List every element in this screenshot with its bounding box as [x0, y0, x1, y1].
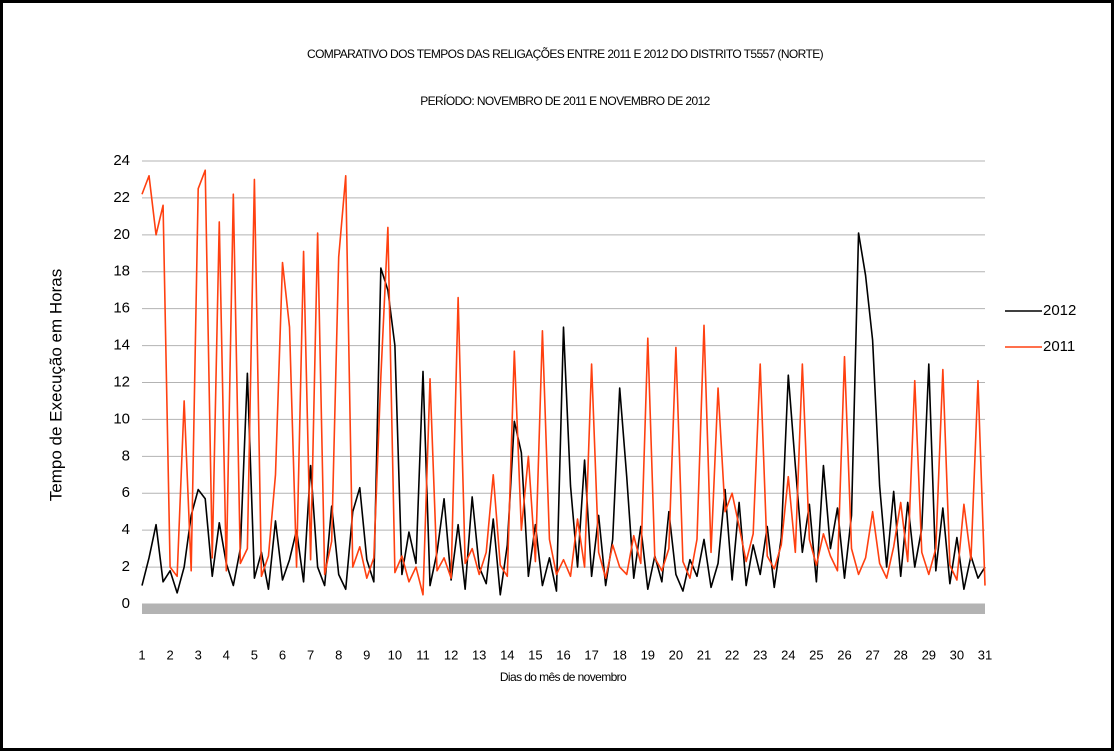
x-tick-label: 31 [978, 647, 992, 662]
x-tick-label: 18 [612, 647, 626, 662]
x-tick-label: 25 [809, 647, 823, 662]
x-tick-label: 27 [865, 647, 879, 662]
x-tick-label: 19 [641, 647, 655, 662]
x-tick-label: 4 [223, 647, 230, 662]
y-tick-label: 12 [113, 373, 130, 390]
x-tick-label: 11 [416, 647, 430, 662]
x-tick-label: 20 [669, 647, 683, 662]
legend-label: 2011 [1043, 338, 1075, 355]
x-tick-label: 8 [335, 647, 342, 662]
chart-title: COMPARATIVO DOS TEMPOS DAS RELIGAÇÕES EN… [307, 46, 824, 61]
x-tick-label: 12 [444, 647, 458, 662]
x-tick-label: 29 [922, 647, 936, 662]
y-tick-label: 4 [122, 521, 130, 538]
y-tick-label: 8 [122, 447, 130, 464]
y-tick-label: 18 [113, 263, 130, 280]
legend-label: 2012 [1043, 302, 1076, 319]
y-tick-label: 6 [122, 484, 130, 501]
y-tick-label: 16 [113, 300, 130, 317]
x-tick-label: 22 [725, 647, 739, 662]
x-tick-label: 26 [837, 647, 851, 662]
x-tick-label: 24 [781, 647, 795, 662]
x-tick-label: 30 [950, 647, 964, 662]
y-tick-label: 20 [113, 226, 130, 243]
x-tick-label: 28 [893, 647, 907, 662]
series-line [141, 232, 986, 596]
x-tick-label: 21 [697, 647, 711, 662]
y-tick-label: 24 [113, 152, 130, 169]
x-tick-label: 10 [388, 647, 402, 662]
x-tick-label: 5 [251, 647, 258, 662]
chart-subtitle: PERÍODO: NOVEMBRO DE 2011 E NOVEMBRO DE … [420, 93, 710, 108]
x-tick-label: 14 [500, 647, 514, 662]
x-tick-label: 17 [584, 647, 598, 662]
y-tick-label: 2 [122, 558, 130, 575]
y-tick-label: 0 [122, 595, 130, 612]
floor [142, 604, 985, 614]
x-tick-label: 3 [195, 647, 202, 662]
y-axis-label: Tempo de Execução em Horas [46, 269, 65, 501]
x-tick-label: 1 [138, 647, 145, 662]
x-tick-label: 9 [363, 647, 370, 662]
x-axis-label: Dias do mês de novembro [500, 670, 627, 684]
x-tick-label: 23 [753, 647, 767, 662]
x-tick-label: 15 [528, 647, 542, 662]
x-tick-label: 16 [556, 647, 570, 662]
y-tick-label: 10 [113, 410, 130, 427]
y-tick-label: 14 [113, 337, 130, 354]
x-tick-label: 2 [166, 647, 173, 662]
y-tick-label: 22 [113, 189, 130, 206]
x-tick-label: 7 [307, 647, 314, 662]
x-tick-label: 13 [472, 647, 486, 662]
series-line [141, 169, 986, 596]
x-tick-label: 6 [279, 647, 286, 662]
